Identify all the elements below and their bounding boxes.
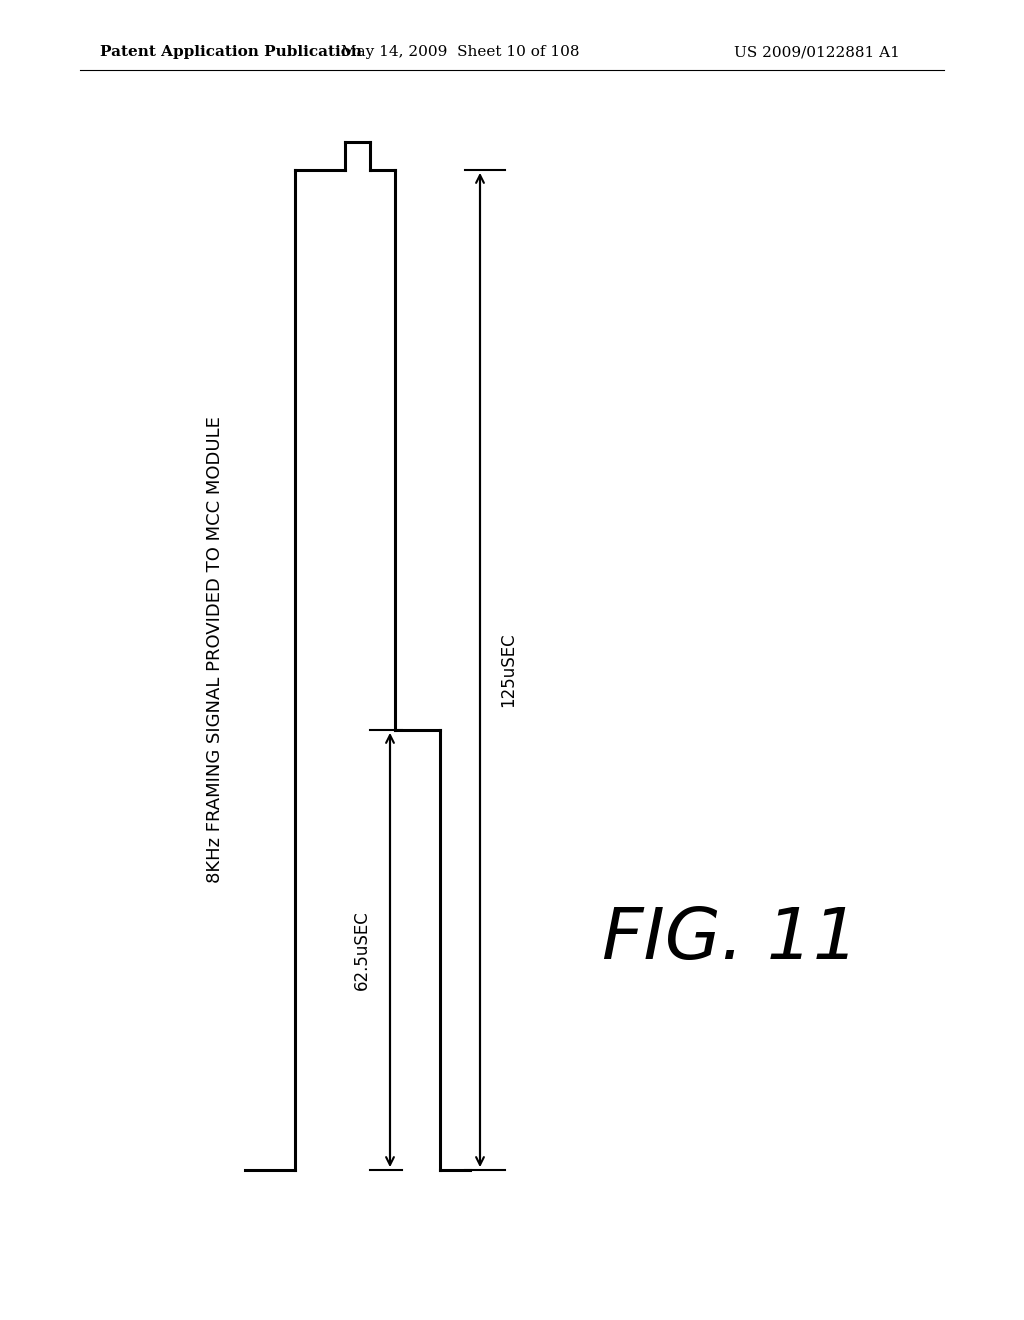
Text: 125uSEC: 125uSEC xyxy=(499,632,517,708)
Text: US 2009/0122881 A1: US 2009/0122881 A1 xyxy=(734,45,900,59)
Text: 62.5uSEC: 62.5uSEC xyxy=(353,909,371,990)
Text: Patent Application Publication: Patent Application Publication xyxy=(100,45,362,59)
Text: 8KHz FRAMING SIGNAL PROVIDED TO MCC MODULE: 8KHz FRAMING SIGNAL PROVIDED TO MCC MODU… xyxy=(206,417,224,883)
Text: May 14, 2009  Sheet 10 of 108: May 14, 2009 Sheet 10 of 108 xyxy=(341,45,580,59)
Text: FIG. 11: FIG. 11 xyxy=(602,906,858,974)
